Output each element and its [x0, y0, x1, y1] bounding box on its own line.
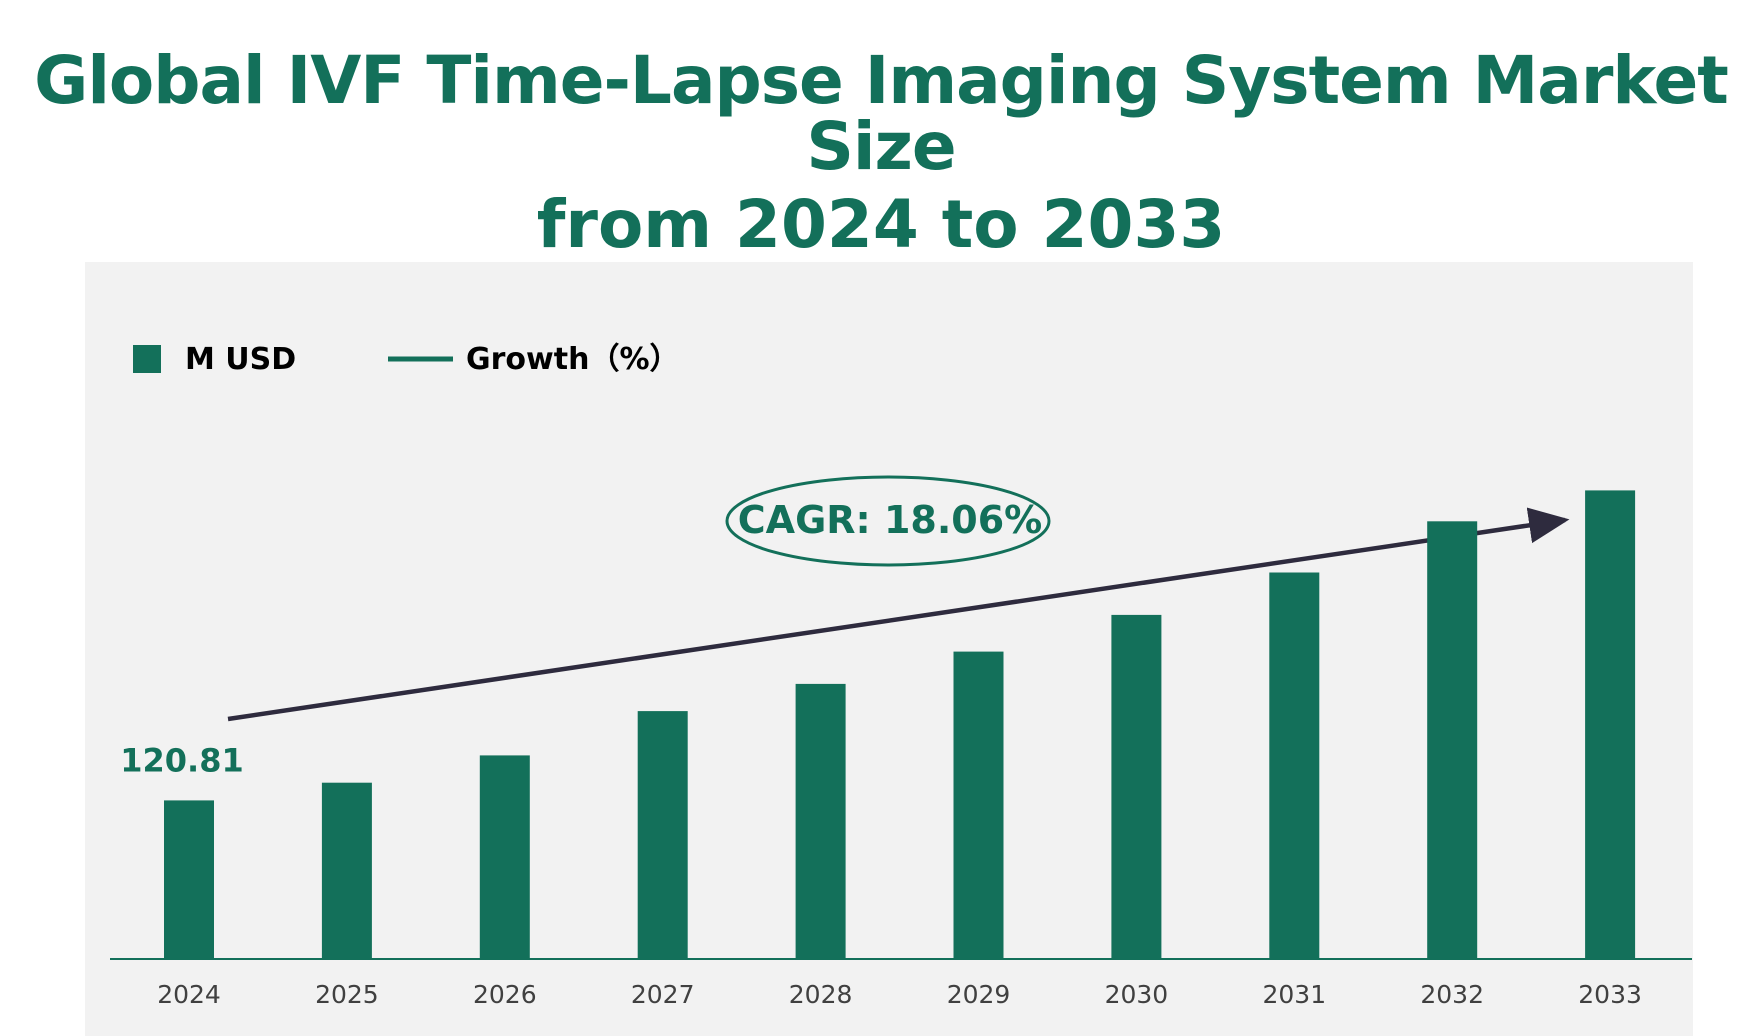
chart-title-line-1: Global IVF Time-Lapse Imaging System Mar… — [34, 42, 1729, 185]
x-tick-label-2024: 2024 — [157, 980, 221, 1009]
bar-2031 — [1269, 572, 1320, 959]
x-tick-label-2028: 2028 — [789, 980, 853, 1009]
x-tick-label-2030: 2030 — [1105, 980, 1169, 1009]
bar-2030 — [1111, 614, 1162, 959]
bar-2033 — [1585, 490, 1636, 959]
x-tick-label-2033: 2033 — [1578, 980, 1642, 1009]
legend-line-label: Growth（%） — [466, 342, 680, 377]
data-labels: 120.81 — [120, 741, 243, 779]
bar-2025 — [321, 782, 372, 959]
x-tick-label-2025: 2025 — [315, 980, 379, 1009]
trend-arrow — [227, 507, 1570, 722]
x-tick-label-2029: 2029 — [947, 980, 1011, 1009]
legend-bar-label: M USD — [185, 342, 296, 377]
x-tick-label-2031: 2031 — [1262, 980, 1326, 1009]
x-tick-label-2032: 2032 — [1420, 980, 1484, 1009]
bar-2027 — [637, 711, 688, 959]
bar-2029 — [953, 651, 1004, 959]
chart-title-line-2: from 2024 to 2033 — [536, 186, 1226, 263]
cagr-ellipse — [725, 475, 1051, 567]
cagr-label: CAGR: 18.06% — [738, 498, 1042, 542]
data-label-2024: 120.81 — [120, 741, 243, 779]
bar-2024 — [164, 800, 214, 959]
bar-2026 — [479, 755, 530, 959]
x-tick-label-2026: 2026 — [473, 980, 537, 1009]
x-tick-labels: 2024 2025 2026 2027 2028 2029 2030 2031 2032 2033 — [157, 980, 1642, 1009]
bar-2028 — [795, 683, 846, 959]
bars-group — [164, 490, 1636, 959]
x-tick-label-2027: 2027 — [631, 980, 695, 1009]
bar-2032 — [1427, 521, 1478, 959]
legend-bar-swatch — [133, 345, 161, 373]
